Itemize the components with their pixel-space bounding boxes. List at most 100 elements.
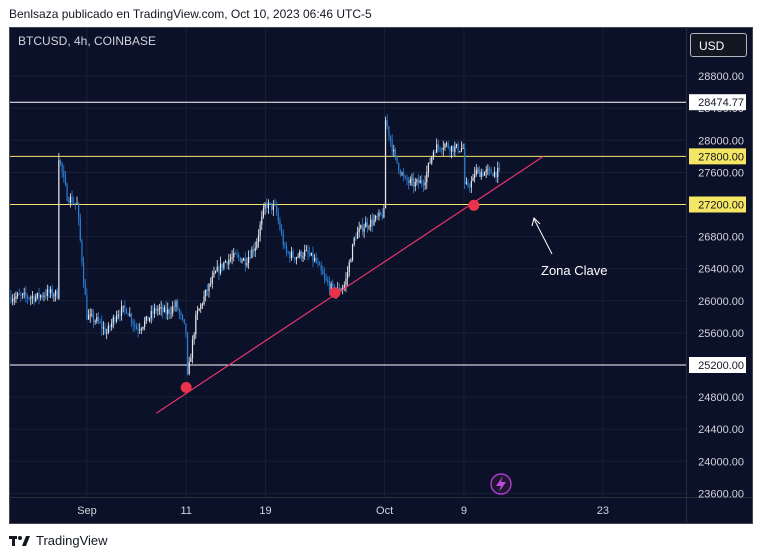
candle-body <box>183 319 185 324</box>
candle-body <box>244 258 246 266</box>
time-tick-label: 19 <box>259 505 271 517</box>
candle-body <box>373 219 375 225</box>
candle-body <box>122 305 124 307</box>
candle-body <box>117 314 119 317</box>
candle-body <box>472 177 474 182</box>
candle-body <box>487 168 489 170</box>
candle-body <box>294 257 296 260</box>
candle-body <box>360 224 362 229</box>
candle-body <box>312 252 314 261</box>
candle-body <box>285 246 288 253</box>
candle-body <box>368 226 370 228</box>
candle-body <box>398 162 400 171</box>
annotation-arrowhead <box>531 217 541 227</box>
candle-body <box>259 224 261 236</box>
candle-body <box>388 126 390 137</box>
candle-body <box>246 263 248 266</box>
candle-body <box>142 326 144 329</box>
candle-body <box>323 274 326 278</box>
candle-body <box>106 332 108 334</box>
candle-body <box>127 313 129 316</box>
lightning-badge <box>490 473 512 495</box>
candle-body <box>107 325 109 333</box>
candle-body <box>269 202 271 204</box>
candle-body <box>182 314 184 320</box>
candle-body <box>104 327 106 334</box>
candle-body <box>208 283 210 292</box>
candle-body <box>56 290 58 299</box>
candle-body <box>310 252 312 256</box>
candle-body <box>307 250 309 254</box>
price-axis: 23600.00 24000.00 24400.00 24800.00 25200.00… <box>689 71 746 500</box>
candle-body <box>147 316 149 321</box>
candle-body <box>238 254 240 258</box>
candle-body <box>68 200 70 203</box>
candle-body <box>40 295 42 298</box>
candle-body <box>30 297 32 299</box>
candle-body <box>441 149 443 151</box>
candle-body <box>355 238 357 239</box>
candle-body <box>13 298 15 300</box>
candle-body <box>300 251 302 258</box>
price-axis-divider <box>686 27 687 524</box>
candle-body <box>432 152 434 158</box>
candle-body <box>218 266 220 274</box>
candle-body <box>358 228 360 233</box>
candle-body <box>271 203 273 210</box>
candle-body <box>272 204 274 210</box>
candle-body <box>279 220 281 230</box>
candle-body <box>200 304 202 309</box>
price-tick-label: 28800.00 <box>698 71 744 83</box>
candle-body <box>498 167 500 169</box>
currency-button[interactable]: USD <box>690 33 747 57</box>
candle-body <box>442 147 444 150</box>
touch-markers <box>180 199 480 393</box>
candle-body <box>375 216 377 220</box>
candle-body <box>426 171 428 183</box>
candle-body <box>170 312 172 314</box>
candle-body <box>437 144 439 148</box>
price-tick-label: 26800.00 <box>698 232 744 244</box>
candle-body <box>51 289 53 296</box>
candle-body <box>370 219 372 227</box>
candle-body <box>228 259 230 265</box>
candle-body <box>284 245 286 247</box>
candle-body <box>165 307 167 315</box>
candle-body <box>401 173 403 175</box>
candle-body <box>389 136 392 141</box>
trend-line <box>156 155 544 414</box>
candle-body <box>195 314 197 335</box>
candle-body <box>79 218 81 241</box>
candle-body <box>193 334 195 340</box>
candle-body <box>188 361 190 375</box>
candle-body <box>297 256 299 258</box>
candle-body <box>366 222 368 228</box>
candle-body <box>172 306 174 313</box>
candle-body <box>58 160 60 299</box>
candle-body <box>322 270 324 275</box>
candle-body <box>302 256 304 258</box>
candle-body <box>145 316 147 321</box>
candle-body <box>132 321 134 325</box>
candle-body <box>224 261 227 263</box>
candle-body <box>201 304 203 305</box>
candle-body <box>416 179 418 183</box>
candle-body <box>153 308 156 314</box>
candle-body <box>406 177 408 182</box>
price-level-label: 25200.00 <box>698 360 744 372</box>
candle-body <box>264 204 266 209</box>
chart-pane[interactable] <box>9 27 753 524</box>
candle-body <box>226 261 228 265</box>
candle-body <box>309 253 311 256</box>
candle-body <box>396 155 398 163</box>
candle-body <box>196 310 199 315</box>
price-level-badge <box>689 357 746 373</box>
price-tick-label: 24400.00 <box>698 424 744 436</box>
candle-body <box>414 182 416 187</box>
candle-body <box>411 178 413 180</box>
candle-body <box>479 169 481 178</box>
candle-body <box>447 143 449 148</box>
candle-body <box>342 287 344 290</box>
candle-body <box>173 306 175 308</box>
